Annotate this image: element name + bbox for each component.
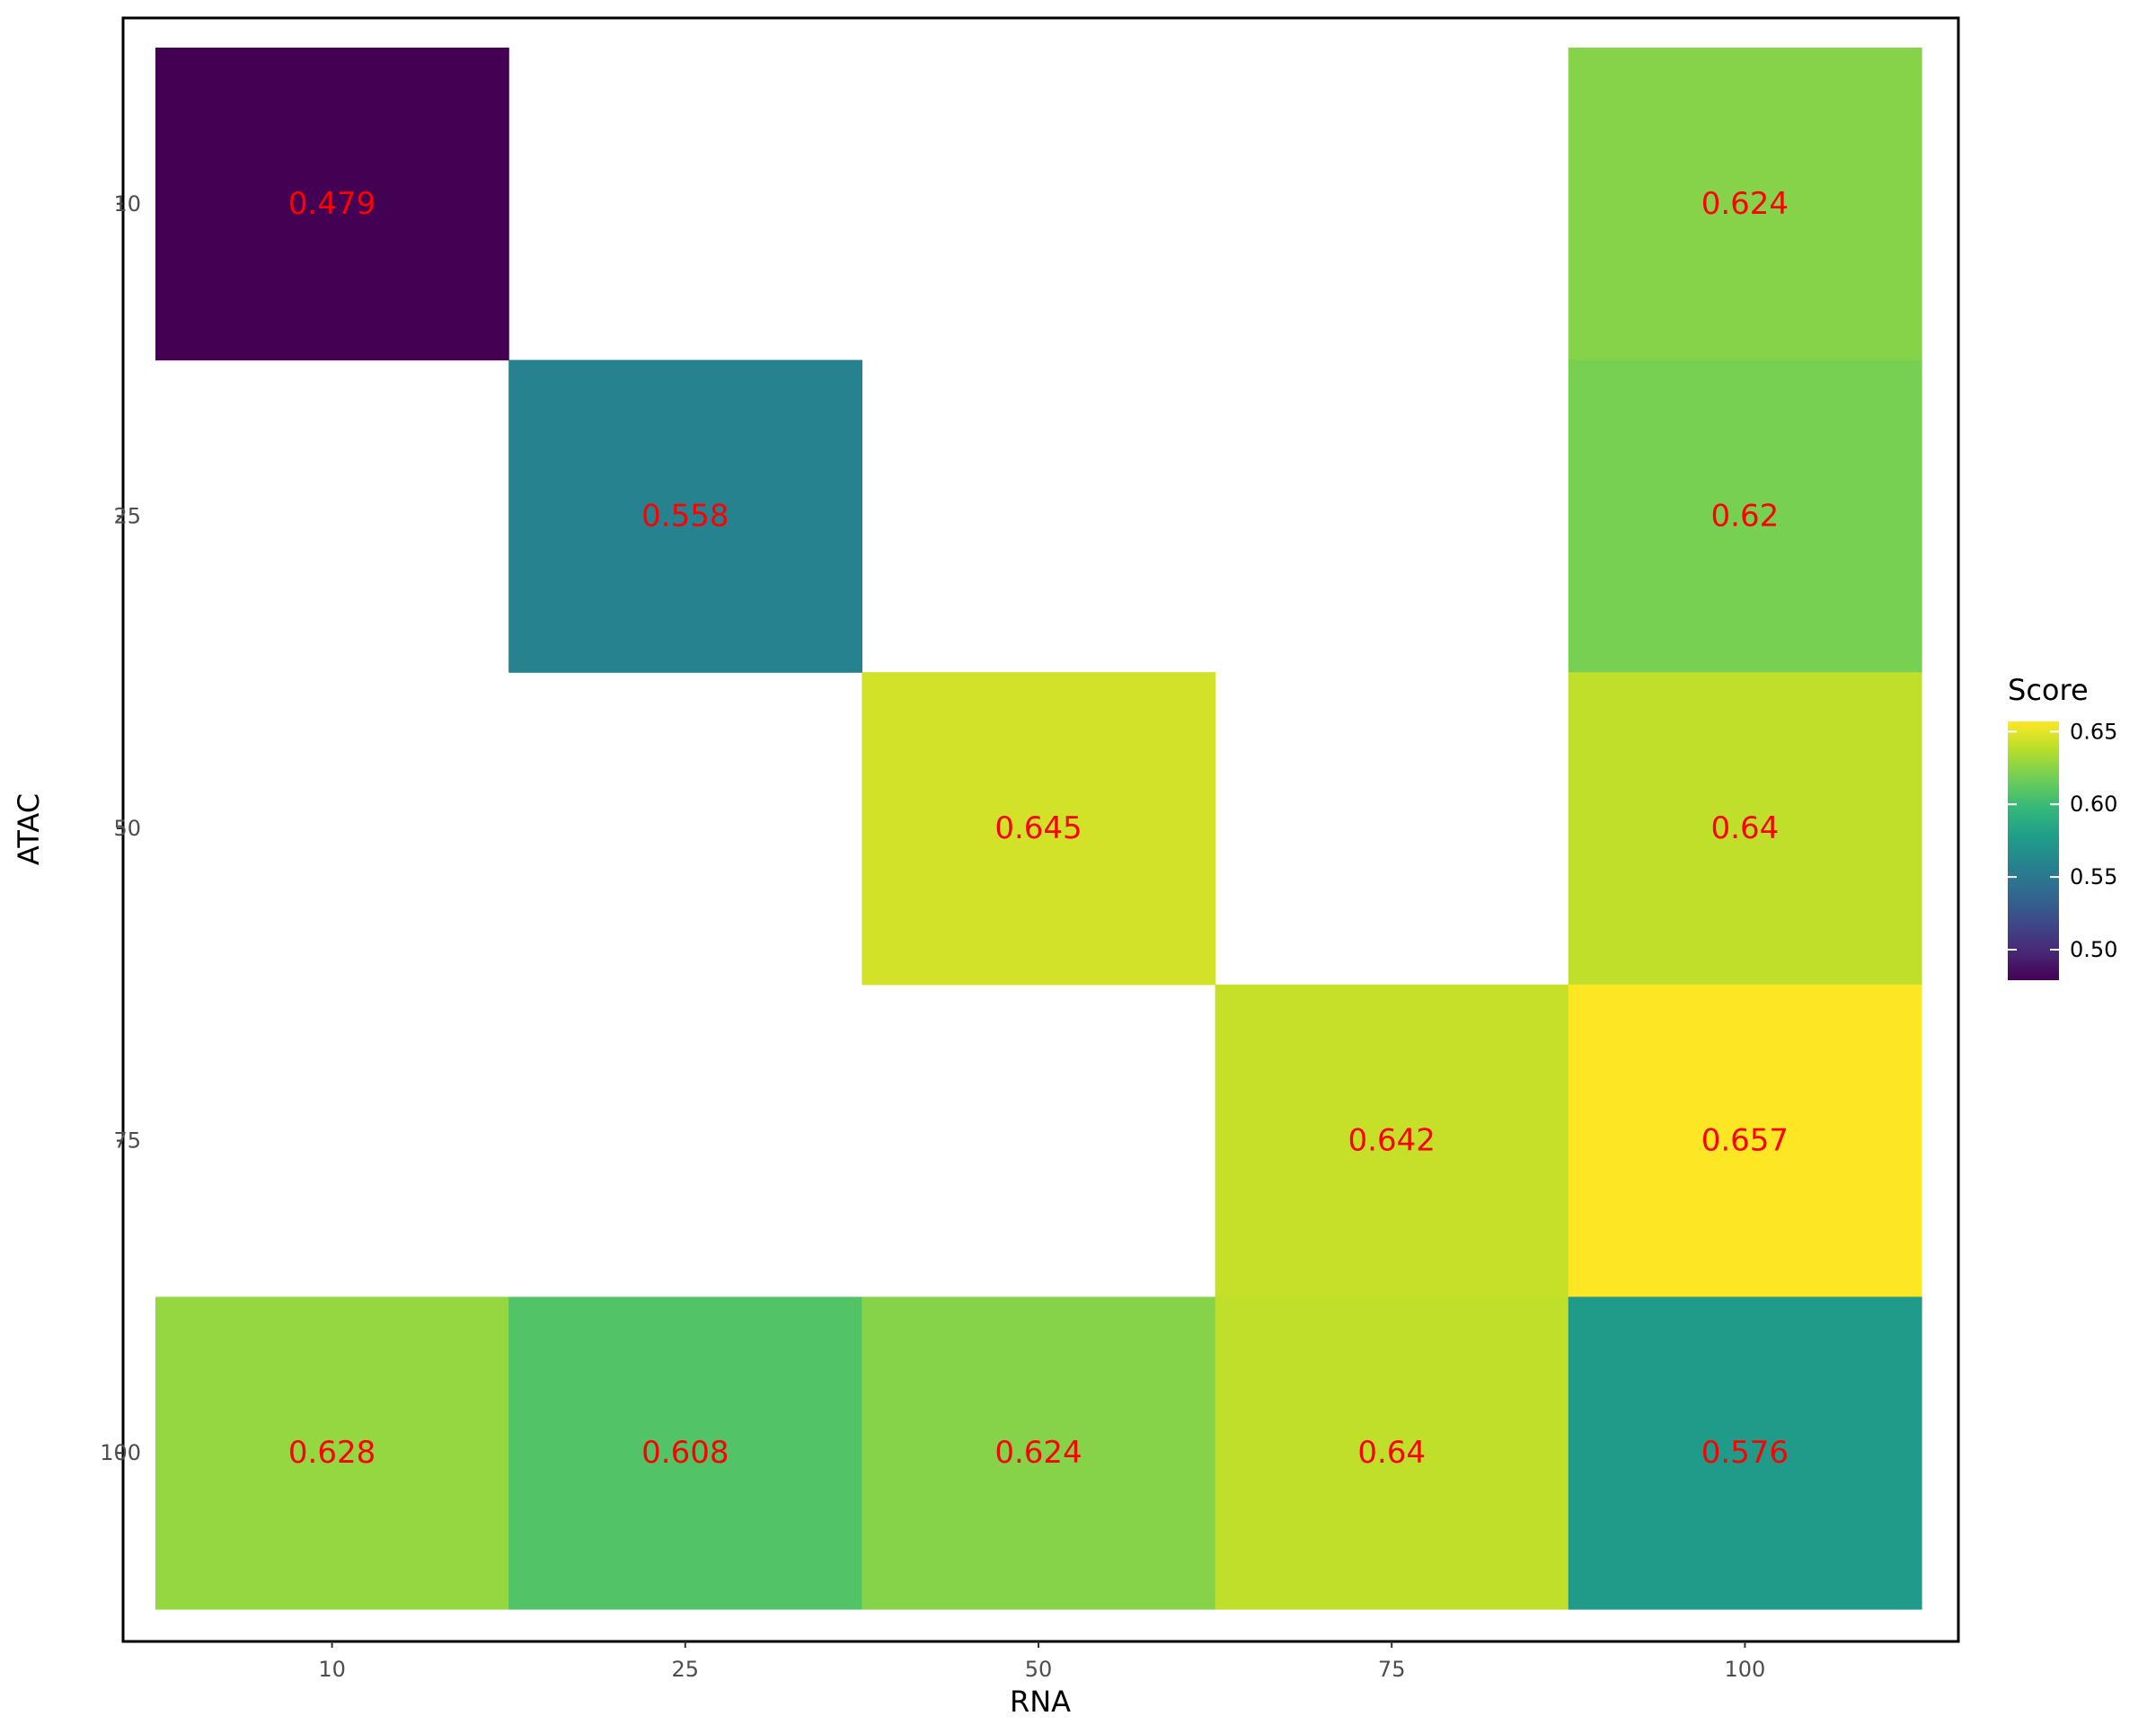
heatmap-cell [155,48,509,361]
legend-ticks: 0.50 0.55 0.60 0.65 [2008,719,2117,962]
y-axis-title: ATAC [12,793,46,865]
heatmap-cell [862,1296,1216,1610]
y-tick-label: 75 [113,1128,141,1154]
cell-value-label: 0.624 [994,1435,1082,1471]
cell-value-label: 0.645 [994,810,1082,846]
x-axis-ticks: 10 25 50 75 100 [318,1641,1765,1682]
cell-value-label: 0.62 [1711,498,1780,534]
cell-value-label: 0.64 [1711,810,1780,846]
y-tick-label: 100 [100,1440,141,1465]
heatmap-cell [1215,1296,1569,1610]
heatmap-cell [1568,1296,1922,1610]
x-axis-title: RNA [1010,1685,1071,1719]
color-legend: Score 0.50 0.55 0.60 0.65 [2008,673,2117,980]
legend-tick-label: 0.65 [2070,719,2117,744]
y-tick-label: 50 [113,816,141,841]
x-tick-label: 75 [1378,1657,1406,1682]
cell-value-label: 0.64 [1357,1435,1426,1471]
x-tick-label: 100 [1724,1657,1765,1682]
heatmap-cells [155,48,1922,1610]
heatmap-cell [508,1296,862,1610]
x-tick-label: 10 [318,1657,346,1682]
panel-border [121,16,1960,1643]
heatmap-cell-labels: 0.479 0.624 0.558 0.62 0.645 0.64 0.642 0.657 0.… [288,186,1789,1471]
heatmap-cell [1568,984,1922,1297]
y-tick-label: 10 [113,191,141,217]
heatmap-cell [1568,48,1922,361]
legend-tick-label: 0.50 [2070,937,2117,962]
cell-value-label: 0.628 [288,1435,376,1471]
heatmap-cell [862,672,1216,986]
x-tick-label: 25 [672,1657,700,1682]
y-axis-ticks: 10 25 50 75 100 [100,191,141,1465]
legend-tick-label: 0.55 [2070,864,2117,889]
heatmap-cell [155,1296,509,1610]
cell-value-label: 0.657 [1701,1123,1789,1159]
cell-value-label: 0.576 [1701,1435,1789,1471]
cell-value-label: 0.624 [1701,186,1789,222]
heatmap-cell [1215,984,1569,1297]
heatmap-cell [508,359,862,673]
heatmap-cell [1568,359,1922,673]
legend-colorbar [2008,721,2059,980]
legend-title: Score [2008,673,2089,707]
heatmap-cell [1568,672,1922,986]
cell-value-label: 0.608 [641,1435,729,1471]
y-tick-label: 25 [113,503,141,528]
x-tick-label: 50 [1025,1657,1053,1682]
cell-value-label: 0.642 [1348,1123,1436,1159]
cell-value-label: 0.558 [641,498,729,534]
legend-tick-label: 0.60 [2070,792,2117,817]
cell-value-label: 0.479 [288,186,376,222]
